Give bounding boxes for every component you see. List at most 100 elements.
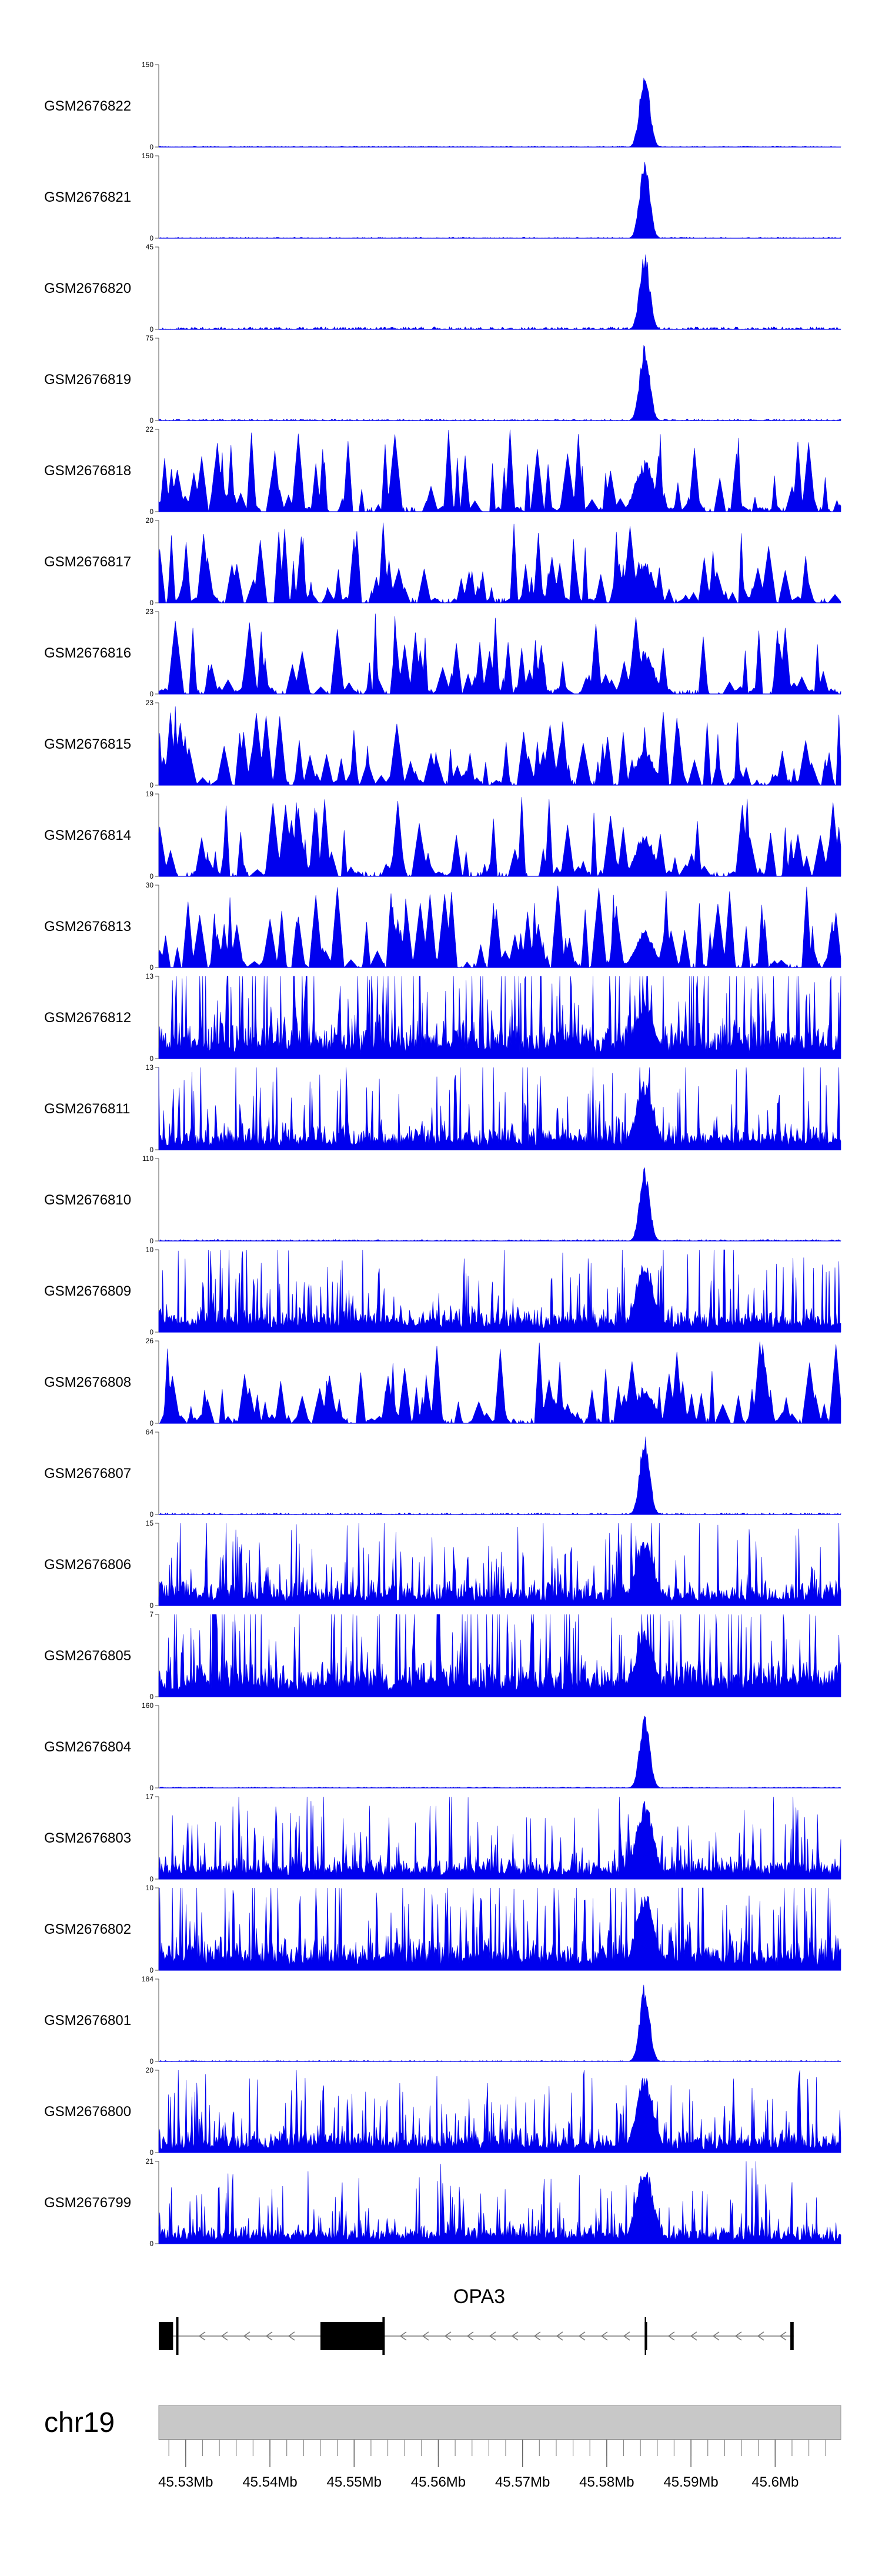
coverage-area: [158, 613, 841, 695]
coverage-area: [158, 1167, 841, 1242]
strand-chevron: [243, 2331, 250, 2341]
y-min-label: 0: [149, 1966, 153, 1974]
track-GSM2676802: GSM2676802 10 0: [44, 1884, 841, 1974]
track-GSM2676820: GSM2676820 45 0: [44, 243, 841, 333]
coverage-area: [158, 1716, 841, 1788]
y-max-label: 10: [146, 1246, 154, 1254]
y-min-label: 0: [149, 234, 153, 242]
coverage-area: [158, 1436, 841, 1515]
track-label: GSM2676822: [44, 98, 131, 114]
track-GSM2676805: GSM2676805 7 0: [44, 1610, 841, 1701]
track-GSM2676819: GSM2676819 75 0: [44, 334, 841, 425]
y-min-label: 0: [149, 143, 153, 151]
track-label: GSM2676800: [44, 2104, 131, 2120]
coverage-area: [158, 797, 841, 877]
y-min-label: 0: [149, 508, 153, 516]
track-GSM2676811: GSM2676811 13 0: [44, 1063, 841, 1154]
track-label: GSM2676818: [44, 463, 131, 479]
y-min-label: 0: [149, 416, 153, 425]
coverage-area: [158, 1067, 841, 1150]
y-max-label: 22: [146, 425, 154, 433]
track-GSM2676809: GSM2676809 10 0: [44, 1246, 841, 1336]
y-min-label: 0: [149, 1419, 153, 1427]
track-label: GSM2676814: [44, 827, 131, 843]
coverage-area: [158, 2070, 841, 2153]
track-label: GSM2676802: [44, 1921, 131, 1937]
coverage-area: [158, 1984, 841, 2062]
y-max-label: 30: [146, 881, 154, 889]
track-GSM2676817: GSM2676817 20 0: [44, 516, 841, 607]
gene-track: OPA3: [159, 2285, 794, 2355]
strand-chevron: [690, 2331, 697, 2341]
y-min-label: 0: [149, 325, 153, 333]
track-label: GSM2676809: [44, 1283, 131, 1299]
chromosome-axis-track: chr19 45.53Mb 45.54Mb 45.55Mb 45.56Mb 45.57M…: [44, 2405, 841, 2490]
track-label: GSM2676801: [44, 2013, 131, 2028]
track-GSM2676822: GSM2676822 150 0: [44, 61, 841, 151]
track-GSM2676818: GSM2676818 22 0: [44, 425, 841, 516]
y-max-label: 23: [146, 608, 154, 616]
track-GSM2676801: GSM2676801 184 0: [44, 1975, 841, 2066]
x-tick-label: 45.54Mb: [242, 2474, 297, 2490]
track-GSM2676815: GSM2676815 23 0: [44, 699, 841, 789]
strand-chevron: [220, 2331, 228, 2341]
track-label: GSM2676803: [44, 1830, 131, 1846]
strand-chevron: [623, 2331, 630, 2341]
y-max-label: 13: [146, 1063, 154, 1072]
y-min-label: 0: [149, 1875, 153, 1883]
x-tick-label: 45.55Mb: [327, 2474, 382, 2490]
y-max-label: 75: [146, 334, 154, 342]
coverage-area: [158, 162, 841, 239]
track-label: GSM2676806: [44, 1557, 131, 1573]
strand-chevron: [712, 2331, 720, 2341]
x-tick-label: 45.56Mb: [411, 2474, 466, 2490]
strand-chevron: [556, 2331, 563, 2341]
gene-exon: [159, 2322, 173, 2350]
track-GSM2676813: GSM2676813 30 0: [44, 881, 841, 972]
strand-chevron: [288, 2331, 295, 2341]
y-min-label: 0: [149, 1146, 153, 1154]
y-min-label: 0: [149, 2240, 153, 2248]
strand-chevron: [667, 2331, 675, 2341]
coverage-area: [158, 1249, 841, 1333]
y-max-label: 26: [146, 1337, 154, 1345]
y-min-label: 0: [149, 1784, 153, 1792]
gene-label: OPA3: [453, 2285, 505, 2308]
x-tick-label: 45.59Mb: [663, 2474, 718, 2490]
y-min-label: 0: [149, 599, 153, 607]
y-max-label: 20: [146, 516, 154, 525]
strand-chevron: [198, 2331, 206, 2341]
y-max-label: 23: [146, 699, 154, 707]
track-GSM2676807: GSM2676807 64 0: [44, 1428, 841, 1519]
track-GSM2676812: GSM2676812 13 0: [44, 972, 841, 1063]
coverage-area: [158, 1614, 841, 1697]
y-min-label: 0: [149, 1601, 153, 1610]
track-GSM2676821: GSM2676821 150 0: [44, 152, 841, 242]
coverage-area: [158, 706, 841, 786]
chromosome-label: chr19: [44, 2407, 115, 2438]
strand-chevron: [533, 2331, 541, 2341]
chromosome-band: [158, 2405, 841, 2440]
y-min-label: 0: [149, 1693, 153, 1701]
strand-chevron: [757, 2331, 764, 2341]
coverage-area: [158, 885, 841, 969]
y-max-label: 110: [142, 1154, 153, 1163]
y-max-label: 150: [142, 61, 153, 69]
track-GSM2676806: GSM2676806 15 0: [44, 1519, 841, 1610]
strand-chevron: [779, 2331, 787, 2341]
y-min-label: 0: [149, 1237, 153, 1245]
strand-chevron: [444, 2331, 452, 2341]
coverage-area: [158, 254, 841, 330]
y-max-label: 17: [146, 1793, 154, 1801]
strand-chevron: [466, 2331, 474, 2341]
strand-chevron: [511, 2331, 519, 2341]
y-max-label: 10: [146, 1884, 154, 1892]
strand-chevron: [489, 2331, 496, 2341]
x-tick-label: 45.57Mb: [495, 2474, 550, 2490]
coverage-area: [158, 522, 841, 603]
strand-chevron: [578, 2331, 586, 2341]
y-max-label: 21: [146, 2157, 154, 2165]
track-GSM2676816: GSM2676816 23 0: [44, 608, 841, 698]
